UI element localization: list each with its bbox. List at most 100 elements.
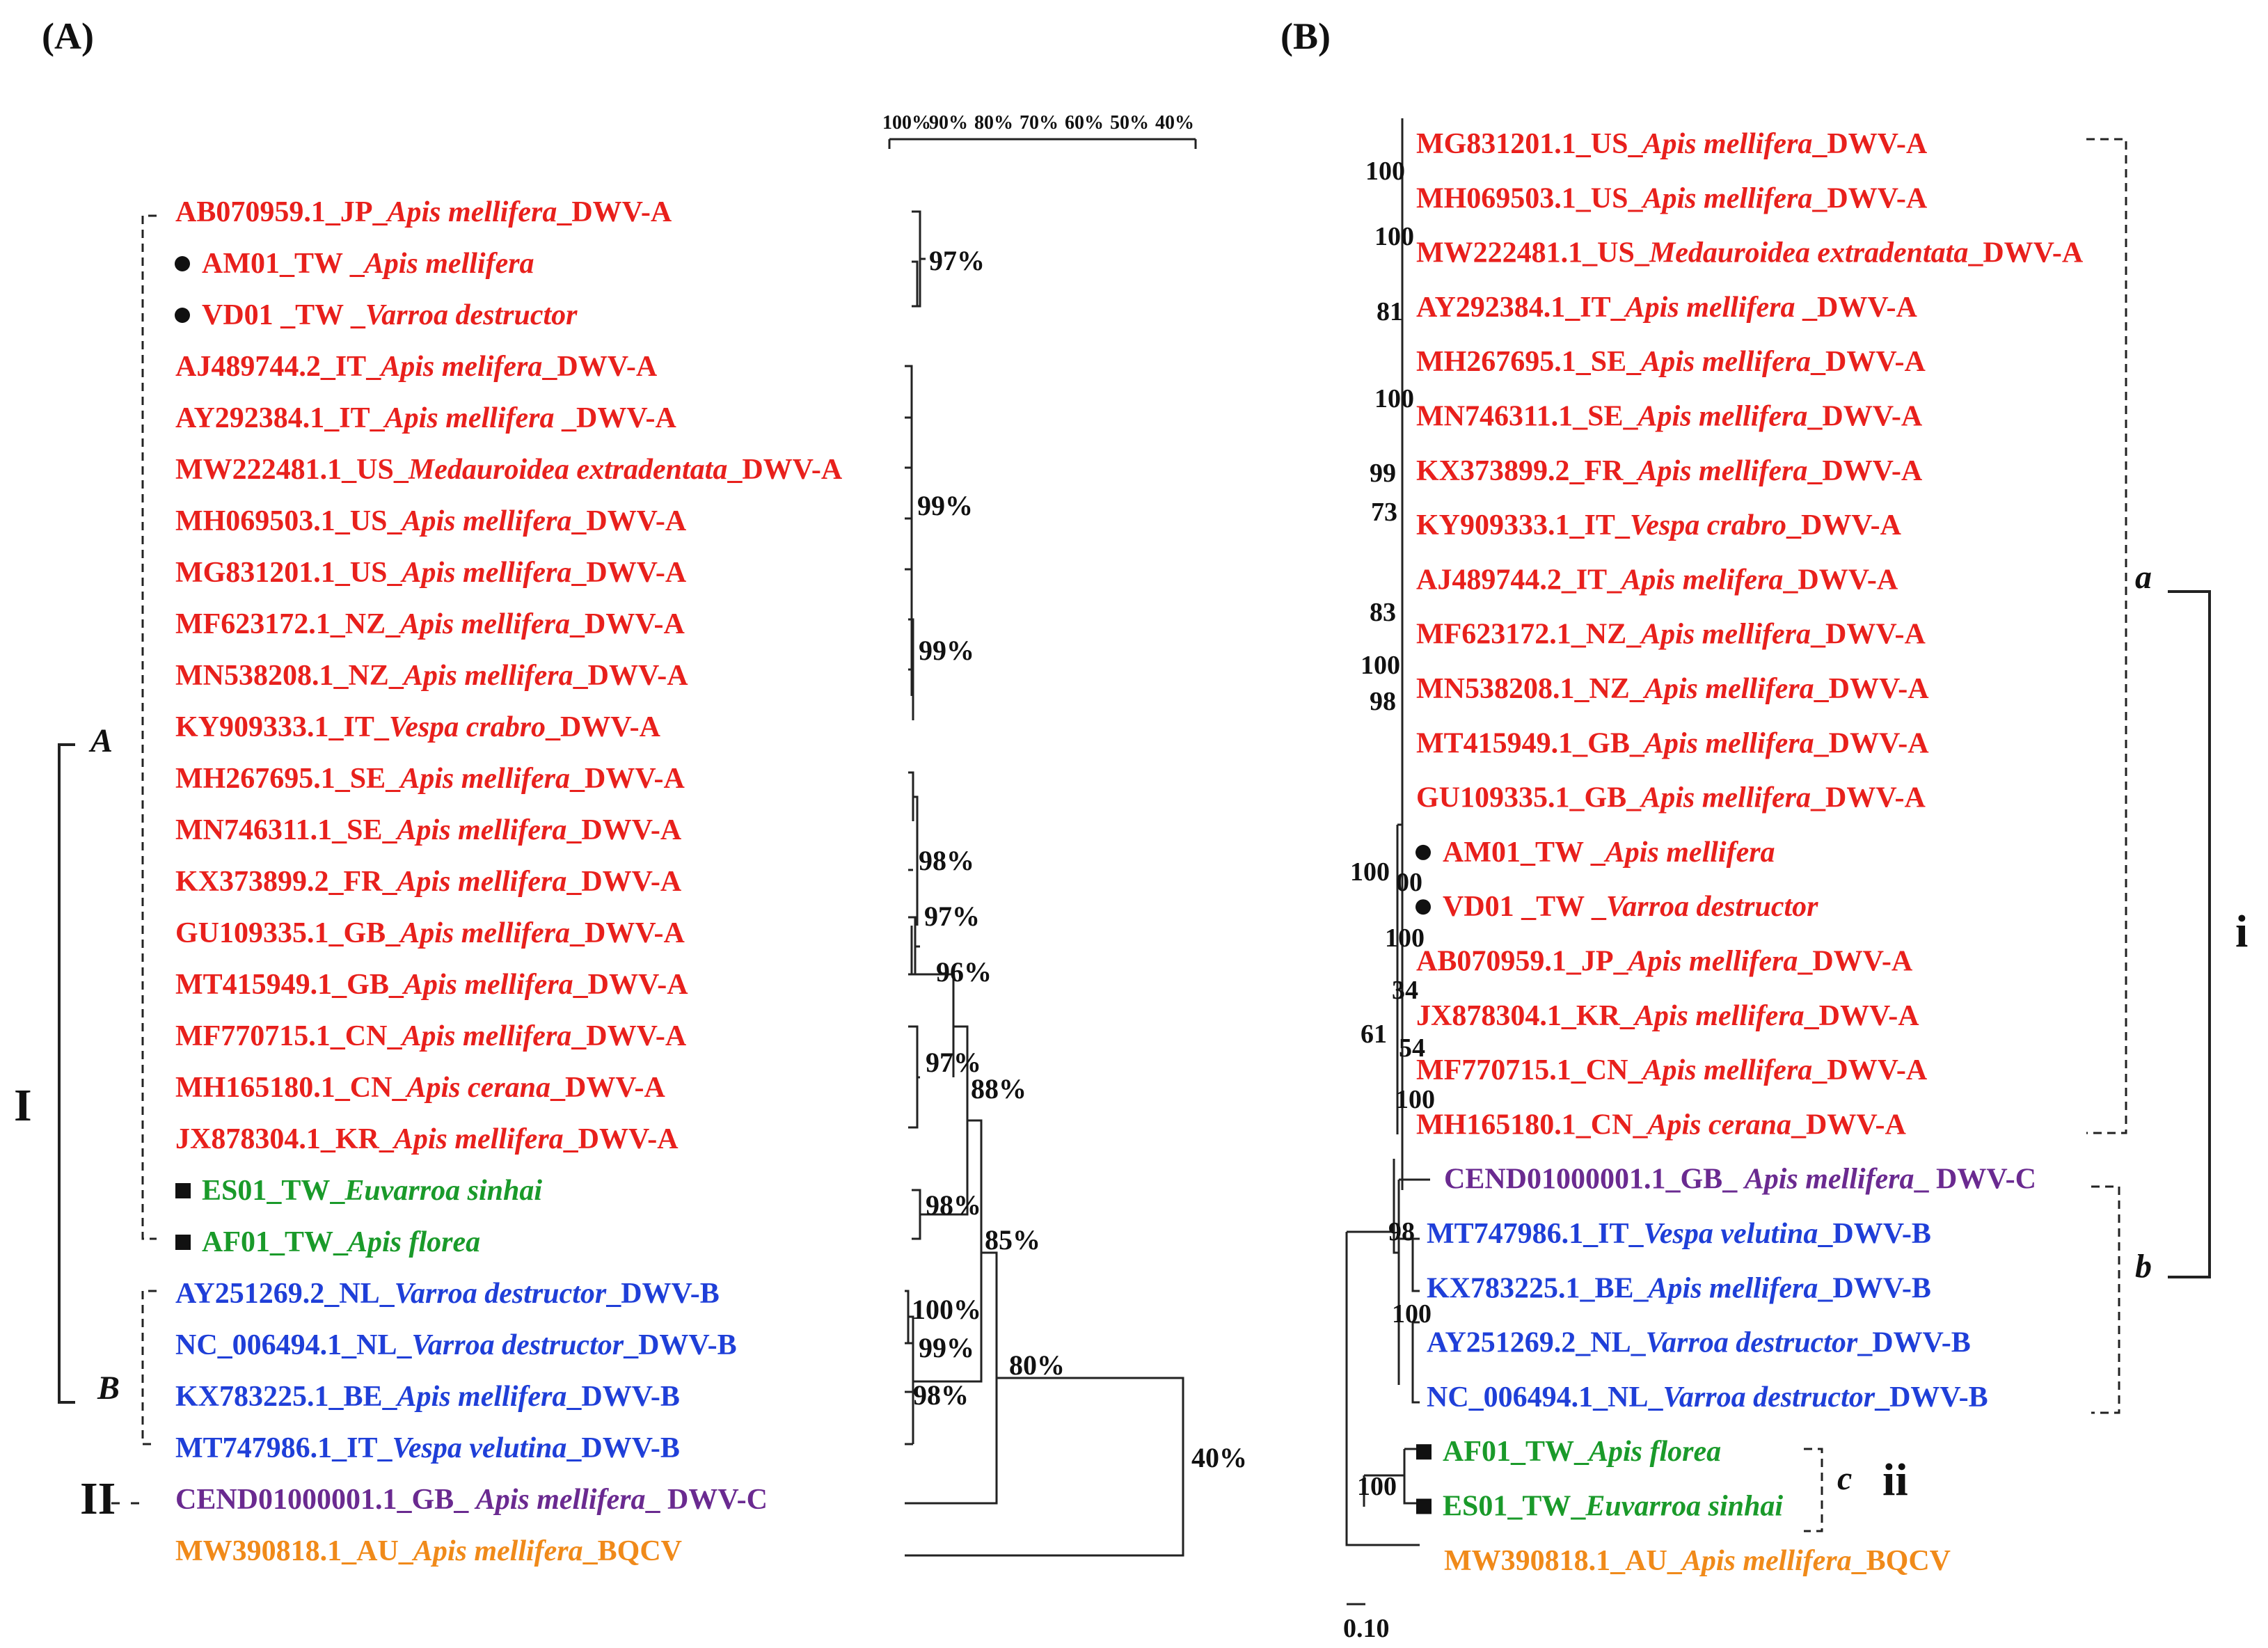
accession-text: MF770715.1_CN_	[1416, 1054, 1643, 1086]
bootstrap-label: 54	[1399, 1033, 1425, 1063]
panel-b-group-brackets: a b c i ii	[1804, 138, 2248, 1532]
panel-a-taxon-label: MF623172.1_NZ_Apis mellifera_DWV-A	[175, 608, 685, 640]
species-text: Apis mellifera	[1639, 782, 1811, 814]
species-text: Apis mellifera	[398, 917, 570, 949]
panel-b-taxon-label: VD01 _TW _Varroa destructor	[1443, 891, 1818, 923]
group-A-label: A	[88, 722, 113, 759]
genotype-text: _DWV-A	[541, 351, 658, 383]
panel-a-taxon-label: NC_006494.1_NL_Varroa destructor_DWV-B	[175, 1329, 737, 1361]
panel-b-taxon-label: KX373899.2_FR_Apis mellifera_DWV-A	[1416, 455, 1923, 487]
accession-text: MT415949.1_GB_	[1416, 727, 1645, 759]
accession-text: MH165180.1_CN_	[1416, 1109, 1648, 1141]
panel-b-taxon-label: AF01_TW_Apis florea	[1443, 1436, 1721, 1468]
accession-text: VD01 _TW _	[202, 299, 366, 331]
species-text: Apis cerana	[1645, 1109, 1791, 1141]
identity-label: 97%	[926, 1047, 981, 1078]
genotype-text: _DWV-A	[1811, 128, 1928, 160]
genotype-text: _DWV-B	[566, 1381, 680, 1413]
bootstrap-label: 100	[1350, 857, 1390, 887]
scale-tick: 50%	[1110, 112, 1149, 134]
panel-b-taxon-label: AY292384.1_IT_Apis mellifera _DWV-A	[1416, 292, 1918, 324]
sample-dot-marker	[175, 308, 190, 323]
accession-text: MG831201.1_US_	[175, 557, 403, 589]
panel-a-taxon-label: AB070959.1_JP_Apis mellifera_DWV-A	[175, 196, 672, 228]
species-text: Apis florea	[346, 1226, 480, 1258]
panel-a-taxon-label: ES01_TW_Euvarroa sinhai	[202, 1175, 542, 1207]
group-II-label: II	[80, 1473, 116, 1524]
bootstrap-label: 34	[1392, 976, 1418, 1005]
sample-dot-marker	[1415, 844, 1431, 860]
scale-tick: 40%	[1155, 112, 1194, 134]
accession-text: MW222481.1_US_	[1416, 237, 1650, 269]
panel-a-taxon-label: MT747986.1_IT_Vespa velutina_DWV-B	[175, 1432, 680, 1464]
genotype-text: _DWV-A	[556, 196, 672, 228]
accession-text: MW222481.1_US_	[175, 454, 409, 486]
accession-text: KX373899.2_FR_	[175, 866, 397, 898]
group-i-label: i	[2235, 906, 2248, 957]
accession-text: ES01_TW_	[1443, 1491, 1586, 1523]
species-text: Varroa destructor	[365, 299, 578, 331]
species-text: Varroa destructor	[395, 1278, 607, 1310]
accession-text: MF770715.1_CN_	[175, 1020, 402, 1052]
genotype-text: _DWV-A	[1804, 1000, 1920, 1032]
sample-square-marker	[175, 1183, 191, 1198]
identity-label: 85%	[985, 1224, 1040, 1255]
identity-label: 40%	[1191, 1442, 1247, 1473]
species-text: Apis mellifera	[400, 505, 572, 537]
accession-text: AY292384.1_IT_	[175, 402, 386, 434]
genotype-text: _DWV-B	[1817, 1218, 1931, 1250]
accession-text: KX373899.2_FR_	[1416, 455, 1638, 487]
panel-b-taxon-label: MF623172.1_NZ_Apis mellifera_DWV-A	[1416, 619, 1926, 651]
accession-text: VD01 _TW _	[1443, 891, 1607, 923]
identity-label: 97%	[929, 245, 985, 276]
identity-label: 98%	[913, 1379, 969, 1411]
panel-a-taxon-label: KX373899.2_FR_Apis mellifera_DWV-A	[175, 866, 682, 898]
genotype-text: _DWV-A	[563, 1123, 679, 1155]
accession-text: AY251269.2_NL_	[1427, 1327, 1647, 1359]
panel-b-scale-bar: 0.10	[1343, 1603, 1390, 1643]
group-I-label: I	[14, 1080, 32, 1131]
genotype-text: _DWV-A	[571, 557, 687, 589]
panel-a-taxon-label: JX878304.1_KR_Apis mellifera_DWV-A	[175, 1123, 679, 1155]
panel-a-taxon-label: AM01_TW _Apis mellifera	[202, 248, 534, 280]
accession-text: CEND01000001.1_GB_	[175, 1484, 476, 1516]
bootstrap-label: 100	[1395, 1085, 1435, 1114]
species-text: Apis mellifera	[399, 1020, 571, 1052]
panel-b-taxon-label: MW390818.1_AU_Apis mellifera_BQCV	[1444, 1545, 1951, 1577]
bootstrap-label: 100	[1374, 222, 1414, 251]
species-text: Apis melifera	[379, 351, 542, 383]
species-text: Apis mellifera	[363, 248, 534, 280]
bootstrap-label: 73	[1371, 498, 1397, 527]
species-text: Varroa destructor	[1606, 891, 1818, 923]
genotype-text: _DWV-A	[561, 402, 677, 434]
genotype-text: _ DWV-C	[1914, 1164, 2036, 1196]
accession-text: MN538208.1_NZ_	[175, 660, 404, 692]
accession-text: MF623172.1_NZ_	[175, 608, 401, 640]
genotype-text: _DWV-A	[1814, 673, 1930, 705]
identity-label: 100%	[912, 1294, 981, 1325]
species-text: Vespa crabro	[389, 711, 546, 743]
scale-tick: 80%	[974, 112, 1013, 134]
panel-b-taxon-label: KX783225.1_BE_Apis mellifera_DWV-B	[1427, 1272, 1931, 1304]
genotype-text: _DWV-A	[1811, 182, 1928, 214]
species-text: Apis mellifera	[1642, 727, 1814, 759]
genotype-text: _DWV-B	[1817, 1272, 1931, 1304]
species-text: Apis mellifera	[474, 1484, 646, 1516]
identity-label: 99%	[919, 635, 974, 666]
accession-text: CEND01000001.1_GB_	[1444, 1164, 1745, 1196]
panel-a-taxon-label: MH069503.1_US_Apis mellifera_DWV-A	[175, 505, 687, 537]
panel-b-taxon-label: MH165180.1_CN_Apis cerana_DWV-A	[1416, 1109, 1907, 1141]
bootstrap-label: 99	[1370, 459, 1396, 488]
genotype-text: _DWV-A	[573, 969, 689, 1001]
species-text: Apis mellifera	[395, 814, 567, 846]
accession-text: AM01_TW _	[1443, 837, 1606, 869]
genotype-text: _DWV-A	[1797, 946, 1913, 978]
panel-a-taxon-label: GU109335.1_GB_Apis mellifera_DWV-A	[175, 917, 685, 949]
scale-tick: 100%	[882, 112, 931, 134]
panel-b-taxon-label: NC_006494.1_NL_Varroa destructor_DWV-B	[1427, 1381, 1988, 1413]
genotype-text: _DWV-A	[566, 814, 682, 846]
accession-text: MH267695.1_SE_	[1416, 346, 1642, 378]
accession-text: AB070959.1_JP_	[175, 196, 388, 228]
species-text: Varroa destructor	[1663, 1381, 1876, 1413]
species-text: Vespa velutina	[392, 1432, 567, 1464]
